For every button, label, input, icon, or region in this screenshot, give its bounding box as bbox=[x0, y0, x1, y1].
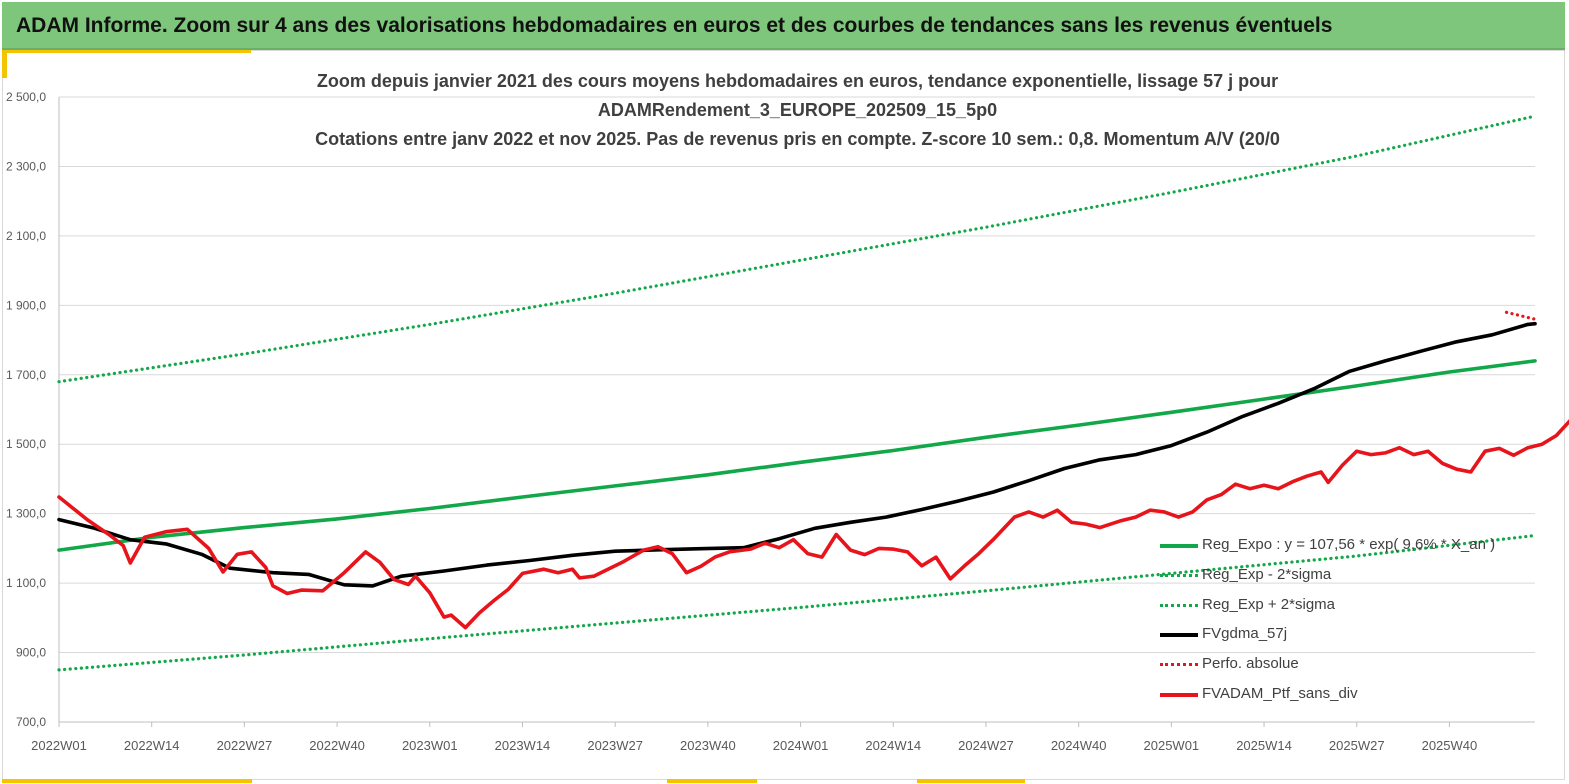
y-tick-label: 1 500,0 bbox=[6, 437, 46, 451]
y-tick-label: 900,0 bbox=[16, 646, 46, 660]
chart-frame bbox=[2, 50, 1565, 780]
legend-label: Perfo. absolue bbox=[1202, 655, 1299, 673]
x-tick-label: 2025W01 bbox=[1144, 738, 1200, 753]
legend-label: FVADAM_Ptf_sans_div bbox=[1202, 685, 1358, 702]
x-tick-label: 2025W14 bbox=[1236, 738, 1292, 753]
y-tick-label: 2 300,0 bbox=[6, 159, 46, 173]
x-tick-label: 2025W27 bbox=[1329, 738, 1385, 753]
legend-swatch bbox=[1160, 544, 1198, 548]
x-tick-label: 2025W40 bbox=[1422, 738, 1478, 753]
y-axis: 700,0 900,0 1 100,0 1 300,0 1 500,0 1 700,0 1 … bbox=[6, 90, 1535, 729]
legend-swatch bbox=[1160, 603, 1198, 607]
x-tick-label: 2024W01 bbox=[773, 738, 829, 753]
series-line-4 bbox=[1504, 310, 1537, 321]
accent-bar-left bbox=[2, 50, 7, 78]
y-tick-label: 700,0 bbox=[16, 715, 46, 729]
x-tick-label: 2022W40 bbox=[309, 738, 365, 753]
x-tick-label: 2022W01 bbox=[31, 738, 87, 753]
legend-label: Reg_Exp - 2*sigma bbox=[1202, 565, 1332, 583]
accent-bar-bottom-mid bbox=[667, 779, 757, 783]
legend-label: Reg_Exp + 2*sigma bbox=[1202, 595, 1335, 613]
y-tick-label: 1 100,0 bbox=[6, 576, 46, 590]
chart-title-line-2: ADAMRendement_3_EUROPE_202509_15_5p0 bbox=[597, 100, 998, 120]
y-tick-label: 1 700,0 bbox=[6, 368, 46, 382]
series-line-2 bbox=[57, 114, 1537, 384]
legend-swatch bbox=[1160, 693, 1198, 697]
y-tick-label: 2 500,0 bbox=[6, 90, 46, 104]
accent-bar-top bbox=[7, 50, 251, 53]
legend-label: FVgdma_57j bbox=[1202, 625, 1288, 643]
grid-lines bbox=[59, 96, 1535, 723]
y-tick-label: 2 100,0 bbox=[6, 229, 46, 243]
x-tick-label: 2022W27 bbox=[217, 738, 273, 753]
y-tick-label: 1 300,0 bbox=[6, 507, 46, 521]
series-line-3 bbox=[57, 321, 1537, 588]
x-tick-label: 2023W40 bbox=[680, 738, 736, 753]
x-tick-label: 2024W14 bbox=[865, 738, 921, 753]
legend-label: Reg_Expo : y = 107,56 * exp( 9,6% * X_an… bbox=[1202, 536, 1496, 553]
x-tick-label: 2022W14 bbox=[124, 738, 180, 753]
accent-bar-bottom-left bbox=[2, 779, 252, 783]
accent-bar-bottom-right bbox=[917, 779, 1025, 783]
legend-swatch bbox=[1160, 663, 1198, 667]
x-tick-label: 2024W27 bbox=[958, 738, 1014, 753]
x-tick-label: 2023W14 bbox=[495, 738, 551, 753]
x-tick-label: 2023W01 bbox=[402, 738, 458, 753]
series-line-5 bbox=[57, 419, 1569, 630]
x-axis: 2022W01 2022W14 2022W27 2022W40 2023W01 2023W… bbox=[31, 722, 1477, 753]
y-tick-label: 1 900,0 bbox=[6, 298, 46, 312]
chart-title-line-1: Zoom depuis janvier 2021 des cours moyen… bbox=[316, 71, 1279, 91]
plot-area bbox=[57, 114, 1569, 672]
x-tick-label: 2023W27 bbox=[587, 738, 643, 753]
chart-title-line-3: Cotations entre janv 2022 et nov 2025. P… bbox=[315, 129, 1280, 149]
header-banner: ADAM Informe. Zoom sur 4 ans des valoris… bbox=[2, 2, 1565, 50]
legend-swatch bbox=[1160, 633, 1198, 638]
legend-swatch bbox=[1160, 573, 1198, 577]
x-tick-label: 2024W40 bbox=[1051, 738, 1107, 753]
banner-title: ADAM Informe. Zoom sur 4 ans des valoris… bbox=[16, 14, 1333, 37]
series-line-1 bbox=[57, 533, 1537, 672]
